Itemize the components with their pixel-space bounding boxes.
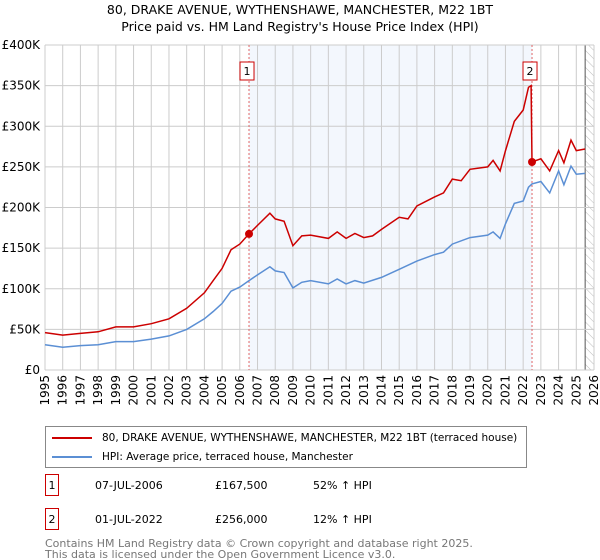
transaction-date: 01-JUL-2022 bbox=[95, 512, 163, 526]
x-tick-label: 2001 bbox=[144, 375, 158, 406]
y-tick-label: £50K bbox=[9, 322, 41, 336]
x-tick-label: 2010 bbox=[304, 375, 318, 406]
price-paid-line bbox=[44, 84, 586, 336]
transaction-date: 07-JUL-2006 bbox=[95, 478, 163, 492]
x-tick-label: 2009 bbox=[286, 375, 300, 406]
annotation-box bbox=[522, 61, 538, 81]
legend-swatch-red bbox=[52, 437, 92, 439]
transaction-row: 2 01-JUL-2022 £256,000 12% ↑ HPI bbox=[45, 508, 372, 530]
y-tick-label: £0 bbox=[25, 363, 40, 377]
x-tick-label: 2026 bbox=[587, 375, 600, 406]
legend-swatch-blue bbox=[52, 456, 92, 458]
x-tick-label: 2015 bbox=[392, 375, 406, 406]
transaction-hpi: 12% ↑ HPI bbox=[313, 512, 372, 526]
transaction-hpi: 52% ↑ HPI bbox=[313, 478, 372, 492]
x-tick-label: 2000 bbox=[127, 375, 141, 406]
transaction-badge: 2 bbox=[45, 508, 59, 530]
y-tick-label: £400K bbox=[2, 38, 42, 52]
legend-label: 80, DRAKE AVENUE, WYTHENSHAWE, MANCHESTE… bbox=[102, 432, 518, 444]
x-tick-label: 2013 bbox=[357, 375, 371, 406]
hpi-line bbox=[44, 164, 586, 349]
price-chart: 1995 1996 1997 1998 1999 2000 2001 2002 2003 2004… bbox=[2, 38, 600, 406]
legend-item-property: 80, DRAKE AVENUE, WYTHENSHAWE, MANCHESTE… bbox=[52, 432, 517, 444]
annotation-label: 2 bbox=[527, 65, 534, 78]
x-tick-label: 2016 bbox=[410, 375, 424, 406]
annotation-label: 1 bbox=[244, 65, 251, 78]
x-tick-label: 1997 bbox=[73, 375, 87, 406]
y-tick-label: £150K bbox=[2, 241, 42, 255]
x-tick-label: 2006 bbox=[233, 375, 247, 406]
x-tick-label: 2004 bbox=[197, 375, 211, 406]
x-tick-label: 2011 bbox=[321, 375, 335, 406]
transaction-price: £167,500 bbox=[215, 478, 268, 492]
x-tick-label: 2003 bbox=[180, 375, 194, 406]
x-tick-label: 2012 bbox=[339, 375, 353, 406]
y-tick-label: £350K bbox=[2, 79, 42, 93]
sale-point bbox=[528, 158, 537, 166]
transaction-badge: 1 bbox=[45, 474, 59, 496]
x-tick-label: 2008 bbox=[268, 375, 282, 406]
transaction-price: £256,000 bbox=[215, 512, 268, 526]
x-tick-label: 2020 bbox=[481, 375, 495, 406]
x-tick-label: 2024 bbox=[552, 375, 566, 406]
legend-label: HPI: Average price, terraced house, Manc… bbox=[102, 451, 353, 463]
sale-point bbox=[245, 229, 254, 238]
x-tick-label: 2002 bbox=[162, 375, 176, 406]
x-tick-label: 2019 bbox=[463, 375, 477, 406]
x-tick-label: 2014 bbox=[374, 375, 388, 406]
footer-line-1: Contains HM Land Registry data © Crown c… bbox=[45, 537, 473, 550]
x-tick-label: 2007 bbox=[251, 375, 265, 406]
x-tick-label: 2023 bbox=[534, 375, 548, 406]
chart-subtitle: Price paid vs. HM Land Registry's House … bbox=[121, 19, 479, 34]
x-tick-label: 2005 bbox=[215, 375, 229, 406]
x-tick-label: 1998 bbox=[91, 375, 105, 406]
y-tick-label: £100K bbox=[2, 282, 42, 296]
footer-line-2: This data is licensed under the Open Gov… bbox=[45, 548, 396, 560]
transaction-row: 1 07-JUL-2006 £167,500 52% ↑ HPI bbox=[45, 474, 372, 496]
x-tick-label: 1996 bbox=[56, 375, 70, 406]
annotation-box bbox=[239, 61, 255, 81]
footer: Contains HM Land Registry data © Crown c… bbox=[45, 538, 473, 560]
y-tick-label: £200K bbox=[2, 201, 42, 215]
x-tick-label: 1999 bbox=[109, 375, 123, 406]
x-tick-label: 2025 bbox=[569, 375, 583, 406]
chart-title: 80, DRAKE AVENUE, WYTHENSHAWE, MANCHESTE… bbox=[106, 2, 494, 17]
y-tick-label: £250K bbox=[2, 160, 42, 174]
x-tick-label: 2018 bbox=[445, 375, 459, 406]
x-tick-label: 2021 bbox=[498, 375, 512, 406]
legend-item-hpi: HPI: Average price, terraced house, Manc… bbox=[52, 451, 353, 463]
x-tick-label: 2017 bbox=[428, 375, 442, 406]
legend: 80, DRAKE AVENUE, WYTHENSHAWE, MANCHESTE… bbox=[45, 426, 527, 468]
x-tick-label: 1995 bbox=[38, 375, 52, 406]
x-tick-label: 2022 bbox=[516, 375, 530, 406]
y-tick-label: £300K bbox=[2, 119, 42, 133]
